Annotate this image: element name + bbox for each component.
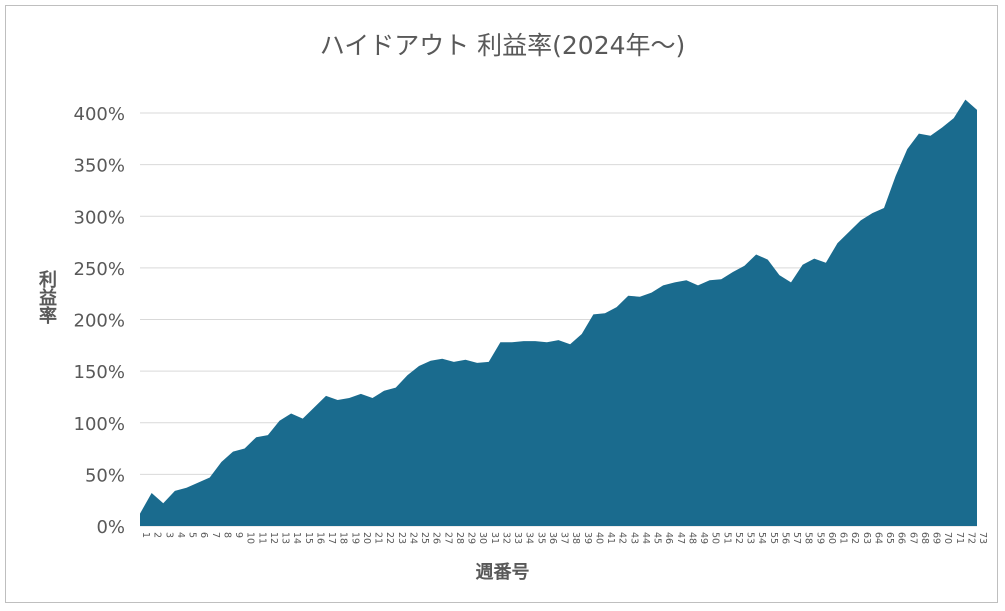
x-tick-label: 10	[245, 532, 256, 544]
x-tick-label: 25	[419, 532, 430, 544]
x-tick-label: 56	[779, 532, 790, 544]
x-tick-label: 1	[140, 532, 151, 538]
y-tick-label: 350%	[74, 156, 125, 177]
y-tick-label: 100%	[74, 414, 125, 435]
x-tick-label: 59	[814, 532, 825, 544]
x-tick-label: 38	[570, 532, 581, 544]
x-tick-label: 40	[593, 532, 604, 544]
x-tick-label: 24	[407, 532, 418, 544]
y-tick-label: 400%	[74, 104, 125, 125]
x-tick-label: 19	[349, 532, 360, 544]
x-tick-label: 26	[431, 532, 442, 544]
y-axis-ticks: 0% 50% 100% 150% 200% 250% 300% 350% 400%	[74, 104, 125, 538]
area-series	[140, 99, 977, 526]
x-tick-label: 23	[396, 532, 407, 544]
x-tick-label: 62	[849, 532, 860, 544]
y-tick-label: 50%	[85, 465, 125, 486]
x-tick-label: 7	[210, 532, 221, 538]
x-tick-label: 60	[826, 532, 837, 544]
x-tick-label: 13	[280, 532, 291, 544]
x-tick-label: 49	[698, 532, 709, 544]
x-tick-label: 20	[361, 532, 372, 544]
x-tick-label: 9	[233, 532, 244, 538]
x-tick-label: 53	[745, 532, 756, 544]
y-tick-label: 0%	[96, 517, 125, 538]
x-tick-label: 34	[524, 532, 535, 544]
x-tick-label: 21	[373, 532, 384, 544]
x-tick-label: 51	[721, 532, 732, 544]
x-tick-label: 17	[326, 532, 337, 544]
x-tick-label: 15	[303, 532, 314, 544]
x-tick-label: 11	[256, 532, 267, 544]
x-tick-label: 36	[547, 532, 558, 544]
x-tick-label: 72	[965, 532, 976, 544]
x-tick-label: 28	[454, 532, 465, 544]
x-tick-label: 41	[605, 532, 616, 544]
x-tick-label: 6	[198, 532, 209, 538]
x-tick-label: 54	[756, 532, 767, 544]
x-tick-label: 52	[733, 532, 744, 544]
x-tick-label: 2	[152, 532, 163, 538]
x-tick-label: 22	[384, 532, 395, 544]
x-tick-label: 3	[163, 532, 174, 538]
x-tick-label: 67	[907, 532, 918, 544]
x-tick-label: 33	[512, 532, 523, 544]
x-tick-label: 71	[954, 532, 965, 544]
x-tick-label: 37	[559, 532, 570, 544]
x-tick-label: 65	[884, 532, 895, 544]
x-tick-label: 42	[617, 532, 628, 544]
y-axis-label: 利益率	[36, 270, 57, 324]
x-tick-label: 35	[535, 532, 546, 544]
x-tick-label: 5	[187, 532, 198, 538]
x-tick-label: 29	[466, 532, 477, 544]
x-tick-label: 4	[175, 532, 186, 538]
x-tick-label: 16	[314, 532, 325, 544]
area-fill	[140, 99, 977, 526]
x-tick-label: 44	[640, 532, 651, 544]
y-tick-label: 150%	[74, 362, 125, 383]
x-tick-label: 14	[291, 532, 302, 544]
x-tick-label: 63	[861, 532, 872, 544]
x-tick-label: 69	[931, 532, 942, 544]
x-tick-label: 32	[500, 532, 511, 544]
x-tick-label: 12	[268, 532, 279, 544]
x-tick-label: 58	[803, 532, 814, 544]
x-tick-label: 70	[942, 532, 953, 544]
x-tick-label: 27	[442, 532, 453, 544]
x-tick-label: 50	[710, 532, 721, 544]
x-tick-label: 18	[338, 532, 349, 544]
x-tick-label: 30	[477, 532, 488, 544]
x-tick-label: 39	[582, 532, 593, 544]
y-tick-label: 200%	[74, 311, 125, 332]
x-tick-label: 68	[919, 532, 930, 544]
x-tick-label: 8	[221, 532, 232, 538]
x-axis-ticks: 1 2 3 4 5 6 7 8 9 10 11 12 13 14 15 16 17 18 19 20 21 22 23 24 2…	[140, 532, 988, 544]
x-tick-label: 45	[652, 532, 663, 544]
x-tick-label: 48	[686, 532, 697, 544]
x-tick-label: 46	[663, 532, 674, 544]
x-tick-label: 43	[628, 532, 639, 544]
chart-title: ハイドアウト 利益率(2024年～)	[319, 31, 686, 60]
x-tick-label: 55	[768, 532, 779, 544]
x-tick-label: 31	[489, 532, 500, 544]
x-tick-label: 64	[872, 532, 883, 544]
x-tick-label: 66	[896, 532, 907, 544]
x-axis-label: 週番号	[475, 562, 530, 583]
x-tick-label: 73	[977, 532, 988, 544]
y-tick-label: 250%	[74, 259, 125, 280]
x-tick-label: 47	[675, 532, 686, 544]
y-tick-label: 300%	[74, 207, 125, 228]
x-tick-label: 61	[838, 532, 849, 544]
x-tick-label: 57	[791, 532, 802, 544]
